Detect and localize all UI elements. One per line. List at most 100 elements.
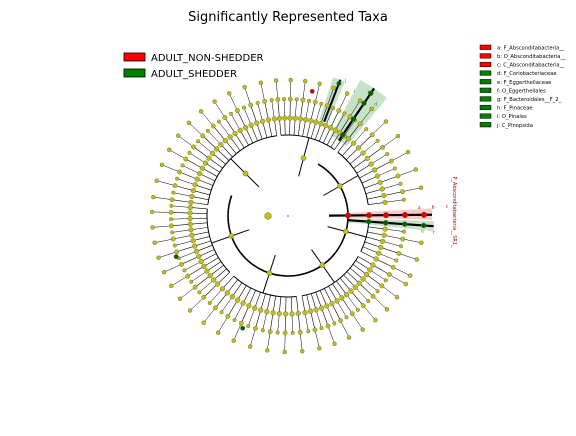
tree-node: [303, 117, 308, 122]
branch-line: [255, 310, 260, 328]
legend-swatch-shedder: [124, 69, 145, 77]
branch-line: [263, 273, 269, 293]
tree-node: [272, 117, 277, 122]
taxa-legend-label-h: h: F_Pinaceae: [497, 106, 533, 112]
branch-line: [376, 259, 393, 267]
tree-node: [196, 139, 200, 143]
tree-node: [323, 123, 328, 128]
tree-node: [380, 239, 385, 244]
clade-letter-f: f: [433, 230, 435, 236]
tree-node: [357, 281, 362, 286]
tree-node: [233, 131, 238, 136]
branch-line: [378, 168, 395, 176]
branch-line: [300, 332, 302, 351]
tree-node: [210, 151, 215, 156]
branch-arc: [228, 164, 348, 276]
tree-node: [194, 249, 199, 254]
taxa-legend-label-b: b: O_Absconditabacteria__: [497, 54, 566, 60]
branch-line: [371, 154, 387, 164]
tree-node: [378, 245, 383, 250]
tree-node: [349, 289, 354, 294]
tree-node: [277, 116, 282, 121]
branch-line: [312, 250, 323, 266]
branch-line: [384, 192, 403, 196]
branch-line: [171, 219, 190, 220]
tree-node: [213, 100, 217, 104]
tree-node: [343, 112, 347, 116]
branch-line: [322, 308, 328, 326]
tree-node: [408, 274, 412, 278]
tree-node: [303, 79, 307, 83]
branch-line: [324, 186, 340, 196]
branch-line: [399, 253, 417, 259]
taxa-legend-swatch-a: [480, 45, 491, 50]
taxa-legend-swatch-g: [480, 97, 491, 102]
tree-node: [266, 118, 271, 123]
tree-node: [246, 303, 251, 308]
taxa-legend: a: F_Absconditabacteria__b: O_Abscondita…: [480, 45, 566, 129]
tree-node: [373, 318, 377, 322]
tree-node: [157, 256, 161, 260]
tree-node: [288, 97, 292, 101]
tree-node: [203, 161, 208, 166]
branch-line: [295, 99, 296, 118]
tree-node: [265, 213, 272, 220]
taxa-legend-swatch-j: [480, 122, 491, 127]
tree-node: [376, 289, 380, 293]
tree-node: [358, 99, 362, 103]
tree-node: [318, 121, 323, 126]
tree-node: [225, 290, 230, 295]
tree-node: [170, 231, 174, 235]
clade-letter-i: i: [354, 88, 355, 94]
tree-node: [249, 123, 254, 128]
tree-node: [365, 156, 370, 161]
tree-node: [155, 179, 159, 183]
tree-node: [197, 171, 202, 176]
branch-line: [389, 275, 405, 285]
tree-node: [276, 97, 280, 101]
tree-node: [394, 259, 398, 263]
tree-node: [189, 200, 194, 205]
tree-node: [353, 285, 358, 290]
tree-node: [151, 195, 155, 199]
branch-line: [382, 184, 400, 189]
taxa-legend-label-j: j: C_Pinopsida: [496, 123, 533, 129]
clade-letter-d: d: [374, 102, 377, 108]
branch-line: [270, 313, 273, 332]
taxa-legend-label-c: c: C_Absconditabacteria__: [497, 63, 565, 69]
branch-line: [373, 296, 387, 309]
branch-line: [315, 330, 319, 348]
tree-node: [239, 321, 243, 325]
branch-line: [204, 284, 218, 297]
branch-line: [212, 236, 232, 243]
tree-node: [325, 104, 329, 108]
tree-node: [193, 182, 198, 187]
tree-node: [389, 159, 393, 163]
clade-shading: [319, 77, 434, 231]
tree-node: [238, 128, 243, 133]
branch-line: [234, 323, 242, 340]
tree-node: [343, 229, 348, 234]
chart-title: Significantly Represented Taxa: [188, 10, 388, 25]
tree-node: [243, 171, 248, 176]
branch-line: [244, 108, 251, 126]
tree-node: [328, 125, 333, 130]
tree-node: [178, 297, 182, 301]
branch-line: [385, 200, 404, 203]
branch-line: [171, 224, 190, 226]
tree-node: [313, 120, 318, 125]
branch-line: [162, 165, 180, 172]
tree-node: [267, 270, 272, 275]
tree-node: [361, 151, 366, 156]
tree-node: [160, 163, 164, 167]
clade-letter-j: j: [344, 78, 346, 84]
taxa-legend-swatch-b: [480, 54, 491, 59]
tree-node: [207, 156, 212, 161]
tree-node: [332, 86, 336, 90]
tree-node: [249, 103, 253, 107]
tree-node: [333, 342, 337, 346]
branch-line: [175, 241, 193, 246]
tree-node: [283, 350, 287, 354]
branch-line: [398, 169, 416, 175]
